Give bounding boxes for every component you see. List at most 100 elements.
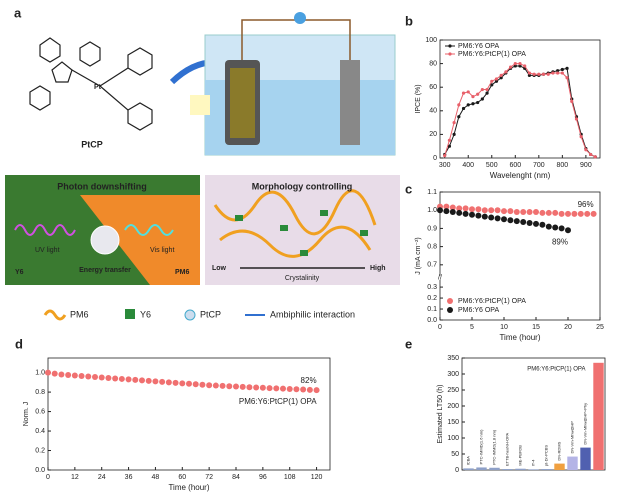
data-point [199, 381, 206, 388]
legend-text: PM6:Y6:PtCP(1) OPA [458, 51, 526, 58]
data-point [212, 382, 219, 389]
data-point [513, 209, 520, 216]
data-point [145, 377, 152, 384]
x-axis-label: Time (hour) [499, 333, 540, 342]
y-tick-label: 0.2 [35, 447, 45, 454]
data-point [520, 209, 527, 216]
data-point [447, 144, 452, 148]
data-point [537, 72, 541, 76]
data-point [560, 71, 564, 75]
data-point [584, 210, 591, 217]
data-point [485, 91, 489, 95]
data-point [443, 208, 450, 215]
data-point [590, 210, 597, 217]
data-point [527, 71, 532, 75]
data-point [452, 132, 456, 136]
data-point [499, 73, 503, 77]
data-point [588, 152, 593, 157]
data-point [71, 372, 78, 379]
vis-wave [124, 224, 174, 236]
data-point [565, 227, 571, 234]
y-tick-label: 20 [429, 131, 437, 138]
x-tick-label: 108 [284, 474, 296, 481]
data-point [481, 207, 488, 214]
x-tick-label: 10 [500, 324, 508, 331]
data-point [452, 121, 456, 125]
data-point [507, 217, 514, 224]
data-point [447, 138, 452, 142]
data-point [159, 378, 166, 385]
legend-text: PM6:Y6 OPA [458, 43, 499, 50]
y-tick-label: 0.7 [427, 262, 437, 269]
x-tick-label: 300 [439, 162, 451, 169]
category-label: DN-Vm-Mhw@HP [570, 421, 575, 454]
category-label: pt-Dr-PCBS [544, 445, 549, 466]
data-point [545, 223, 552, 230]
data-point [105, 374, 112, 381]
bar [567, 456, 578, 470]
data-point [513, 218, 520, 225]
bar [515, 468, 526, 470]
data-point [186, 380, 192, 387]
category-label: PTC-IMMD(1.8 nm) [492, 429, 497, 465]
legend-text: PM6:Y6:PtCP(1) OPA [458, 298, 526, 305]
data-point [253, 384, 260, 391]
y-tick-label: 0 [455, 467, 459, 474]
y-tick-label: 0.9 [427, 225, 437, 232]
data-point [513, 62, 517, 66]
y-tick-label: 0.8 [427, 243, 437, 250]
data-point [58, 371, 65, 378]
data-point [490, 83, 494, 87]
data-point [488, 207, 495, 214]
legend-marker [448, 52, 452, 56]
data-point [488, 214, 495, 221]
light [190, 95, 210, 115]
data-point [523, 64, 527, 68]
category-label: ME-PBFDB [518, 445, 523, 466]
uv-wave [14, 224, 76, 236]
data-point [461, 106, 466, 111]
y-tick-label: 0.0 [35, 467, 45, 474]
data-point [579, 135, 583, 139]
data-point [437, 207, 443, 214]
data-point [449, 209, 456, 216]
pm6-label: PM6 [175, 269, 190, 276]
data-point [112, 375, 119, 382]
x-tick-label: 120 [311, 474, 323, 481]
data-point [494, 79, 499, 83]
data-point [462, 205, 469, 212]
data-point [558, 210, 565, 217]
data-point [125, 376, 132, 383]
x-tick-label: 36 [125, 474, 133, 481]
x-tick-label: 48 [152, 474, 160, 481]
data-point [526, 219, 533, 226]
data-point [533, 209, 539, 216]
y-tick-label: 0.8 [35, 389, 45, 396]
y-tick-label: 350 [447, 355, 459, 362]
bar [502, 469, 513, 470]
data-point [471, 95, 475, 99]
data-point [92, 373, 98, 380]
category-label: PM6:Y6:PtCP(1) OPA [527, 366, 585, 372]
y6-label: Y6 [15, 269, 24, 276]
data-point [313, 387, 320, 394]
y-tick-label: 0.1 [427, 306, 437, 313]
data-point [172, 379, 179, 386]
data-point [300, 386, 307, 393]
category-label: ETTB-hexNH-OPA [505, 432, 510, 466]
y-tick-label: 1.1 [427, 189, 437, 196]
data-point [504, 70, 508, 74]
data-point [475, 212, 482, 219]
data-point [239, 383, 246, 390]
data-point [513, 64, 517, 68]
data-point [501, 216, 507, 223]
data-point [518, 62, 522, 66]
data-point [45, 369, 51, 376]
y-tick-label: 150 [447, 419, 459, 426]
data-point [165, 379, 172, 386]
data-point [85, 373, 92, 380]
y-tick-label: 100 [447, 435, 459, 442]
pm6-region [80, 195, 200, 285]
